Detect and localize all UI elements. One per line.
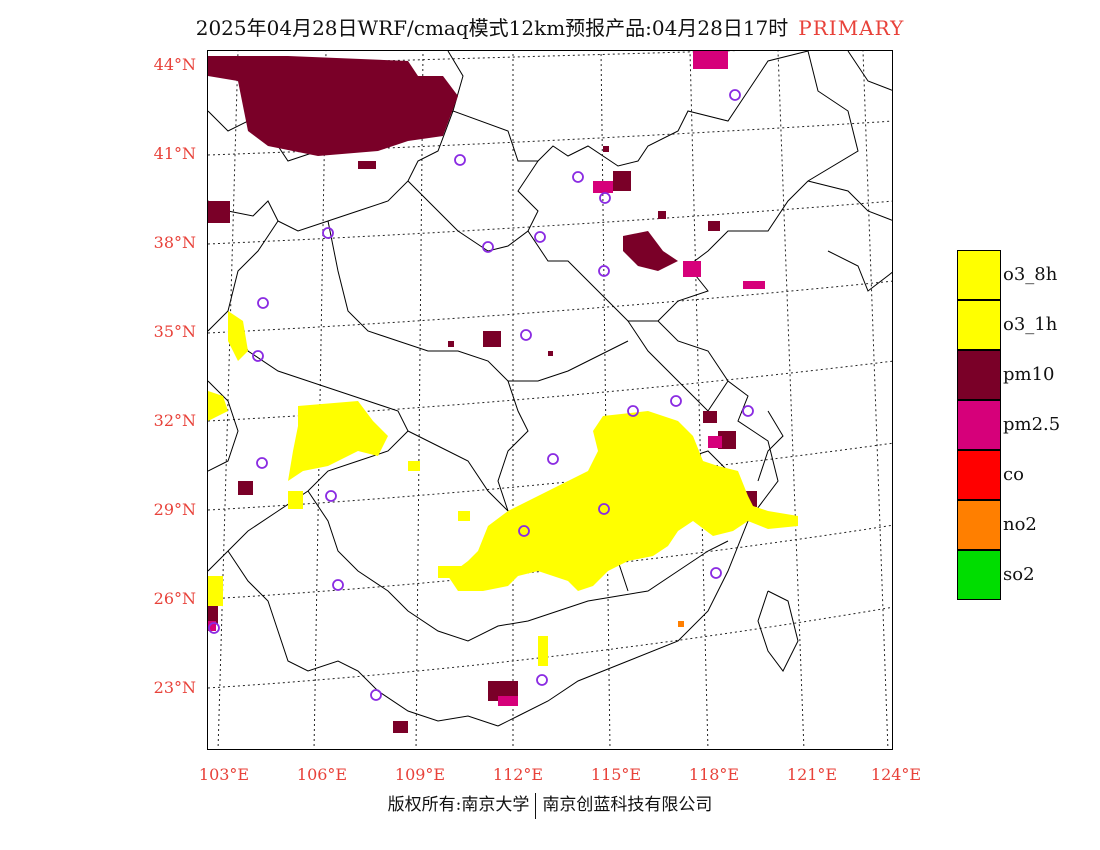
lat-label-26n: 26°N (153, 589, 196, 608)
company-text: 南京创蓝科技有限公司 (542, 795, 713, 815)
legend-swatch-o3-1h (957, 300, 1001, 350)
legend-swatch-o3-8h (957, 250, 1001, 300)
copyright-text: 版权所有:南京大学 (387, 795, 530, 815)
forecast-map (207, 50, 893, 750)
legend-label-pm10: pm10 (1003, 364, 1055, 385)
lon-label-109e: 109°E (394, 765, 446, 784)
legend-label-so2: so2 (1003, 564, 1035, 585)
legend-label-co: co (1003, 464, 1024, 485)
lat-label-38n: 38°N (153, 233, 196, 252)
map-title: 2025年04月28日WRF/cmaq模式12km预报产品:04月28日17时 P… (0, 12, 1100, 41)
legend-swatch-so2 (957, 550, 1001, 600)
lon-label-124e: 124°E (870, 765, 922, 784)
legend-swatch-pm25 (957, 400, 1001, 450)
title-text: 2025年04月28日WRF/cmaq模式12km预报产品:04月28日17时 (195, 16, 789, 40)
legend-label-no2: no2 (1003, 514, 1037, 535)
lon-label-112e: 112°E (492, 765, 544, 784)
lon-label-115e: 115°E (590, 765, 642, 784)
station-markers (208, 89, 754, 701)
lon-label-106e: 106°E (296, 765, 348, 784)
lat-label-32n: 32°N (153, 411, 196, 430)
map-canvas (208, 51, 892, 749)
lon-label-118e: 118°E (688, 765, 740, 784)
lat-label-41n: 41°N (153, 144, 196, 163)
copyright-footer: 版权所有:南京大学 南京创蓝科技有限公司 (0, 790, 1100, 819)
footer-divider (535, 792, 537, 819)
pm10-regions (208, 56, 757, 733)
lat-label-23n: 23°N (153, 678, 196, 697)
primary-tag: PRIMARY (798, 16, 905, 40)
legend-swatch-pm10 (957, 350, 1001, 400)
lon-label-103e: 103°E (198, 765, 250, 784)
legend-swatch-no2 (957, 500, 1001, 550)
legend-label-o3-1h: o3_1h (1003, 314, 1058, 335)
no2-spots (678, 621, 684, 627)
lat-label-35n: 35°N (153, 322, 196, 341)
lon-label-121e: 121°E (786, 765, 838, 784)
legend-label-pm25: pm2.5 (1003, 414, 1061, 435)
legend-label-o3-8h: o3_8h (1003, 264, 1058, 285)
lat-label-29n: 29°N (153, 500, 196, 519)
legend-swatch-co (957, 450, 1001, 500)
o3-regions (208, 311, 798, 666)
lat-label-44n: 44°N (153, 55, 196, 74)
